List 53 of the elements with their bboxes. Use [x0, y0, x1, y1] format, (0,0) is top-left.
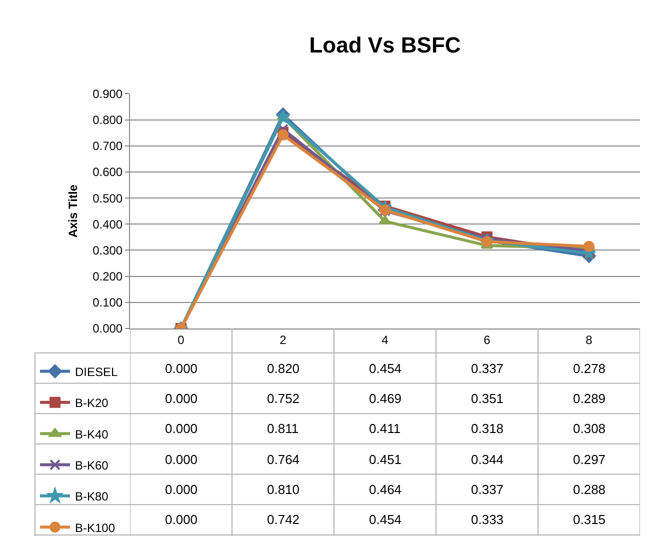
y-tick-label: 0.300 [92, 243, 123, 258]
data-label: 0.000 [165, 512, 198, 527]
data-label: 0.820 [267, 361, 300, 376]
x-tick-label: 2 [280, 332, 287, 347]
data-label: 0.451 [369, 452, 402, 467]
data-label: 0.289 [573, 391, 606, 406]
data-label: 0.315 [573, 512, 606, 527]
data-label: 0.000 [165, 421, 198, 436]
data-label: 0.000 [165, 482, 198, 497]
data-label: 0.464 [369, 482, 402, 497]
y-tick-label: 0.800 [92, 112, 123, 127]
x-tick-label: 6 [484, 332, 491, 347]
y-tick-label: 0.400 [92, 217, 123, 232]
data-label: 0.318 [471, 421, 504, 436]
data-label: 0.752 [267, 391, 300, 406]
data-label: 0.337 [471, 361, 504, 376]
data-label: 0.308 [573, 421, 606, 436]
data-label: 0.811 [267, 421, 299, 436]
x-tick-label: 8 [586, 332, 593, 347]
y-tick-label: 0.000 [92, 322, 123, 336]
data-label: 0.000 [165, 361, 198, 376]
y-tick-label: 0.100 [92, 296, 123, 310]
x-tick-label: 4 [382, 332, 389, 347]
data-label: 0.469 [369, 391, 402, 406]
legend-label: B-K80 [75, 490, 109, 504]
data-label: 0.333 [471, 512, 504, 527]
data-label: 0.764 [267, 452, 300, 467]
data-label: 0.454 [369, 361, 402, 376]
y-tick-label: 0.500 [92, 191, 123, 206]
legend-label: B-K20 [75, 396, 109, 410]
data-label: 0.454 [369, 512, 402, 527]
data-label: 0.278 [573, 361, 606, 376]
data-label: 0.000 [165, 391, 198, 406]
data-label: 0.810 [267, 482, 300, 497]
data-label: 0.000 [165, 452, 198, 467]
data-label: 0.288 [573, 482, 606, 497]
y-tick-label: 0.900 [92, 86, 123, 101]
data-label: 0.742 [267, 512, 300, 527]
x-tick-label: 0 [178, 332, 185, 347]
y-axis-title: Axis Title [66, 184, 80, 238]
legend-label: B-K60 [75, 458, 109, 472]
y-tick-label: 0.600 [92, 165, 123, 180]
legend-label: B-K100 [75, 520, 116, 535]
data-label: 0.351 [471, 391, 504, 406]
data-label: 0.337 [471, 482, 504, 497]
data-label: 0.344 [471, 452, 504, 467]
chart-title: Load Vs BSFC [309, 32, 461, 58]
legend-label: DIESEL [75, 364, 118, 379]
legend-label: B-K40 [75, 427, 109, 442]
y-tick-label: 0.700 [92, 139, 123, 154]
data-label: 0.411 [369, 421, 401, 436]
data-label: 0.297 [573, 452, 606, 467]
y-tick-label: 0.200 [92, 270, 123, 284]
